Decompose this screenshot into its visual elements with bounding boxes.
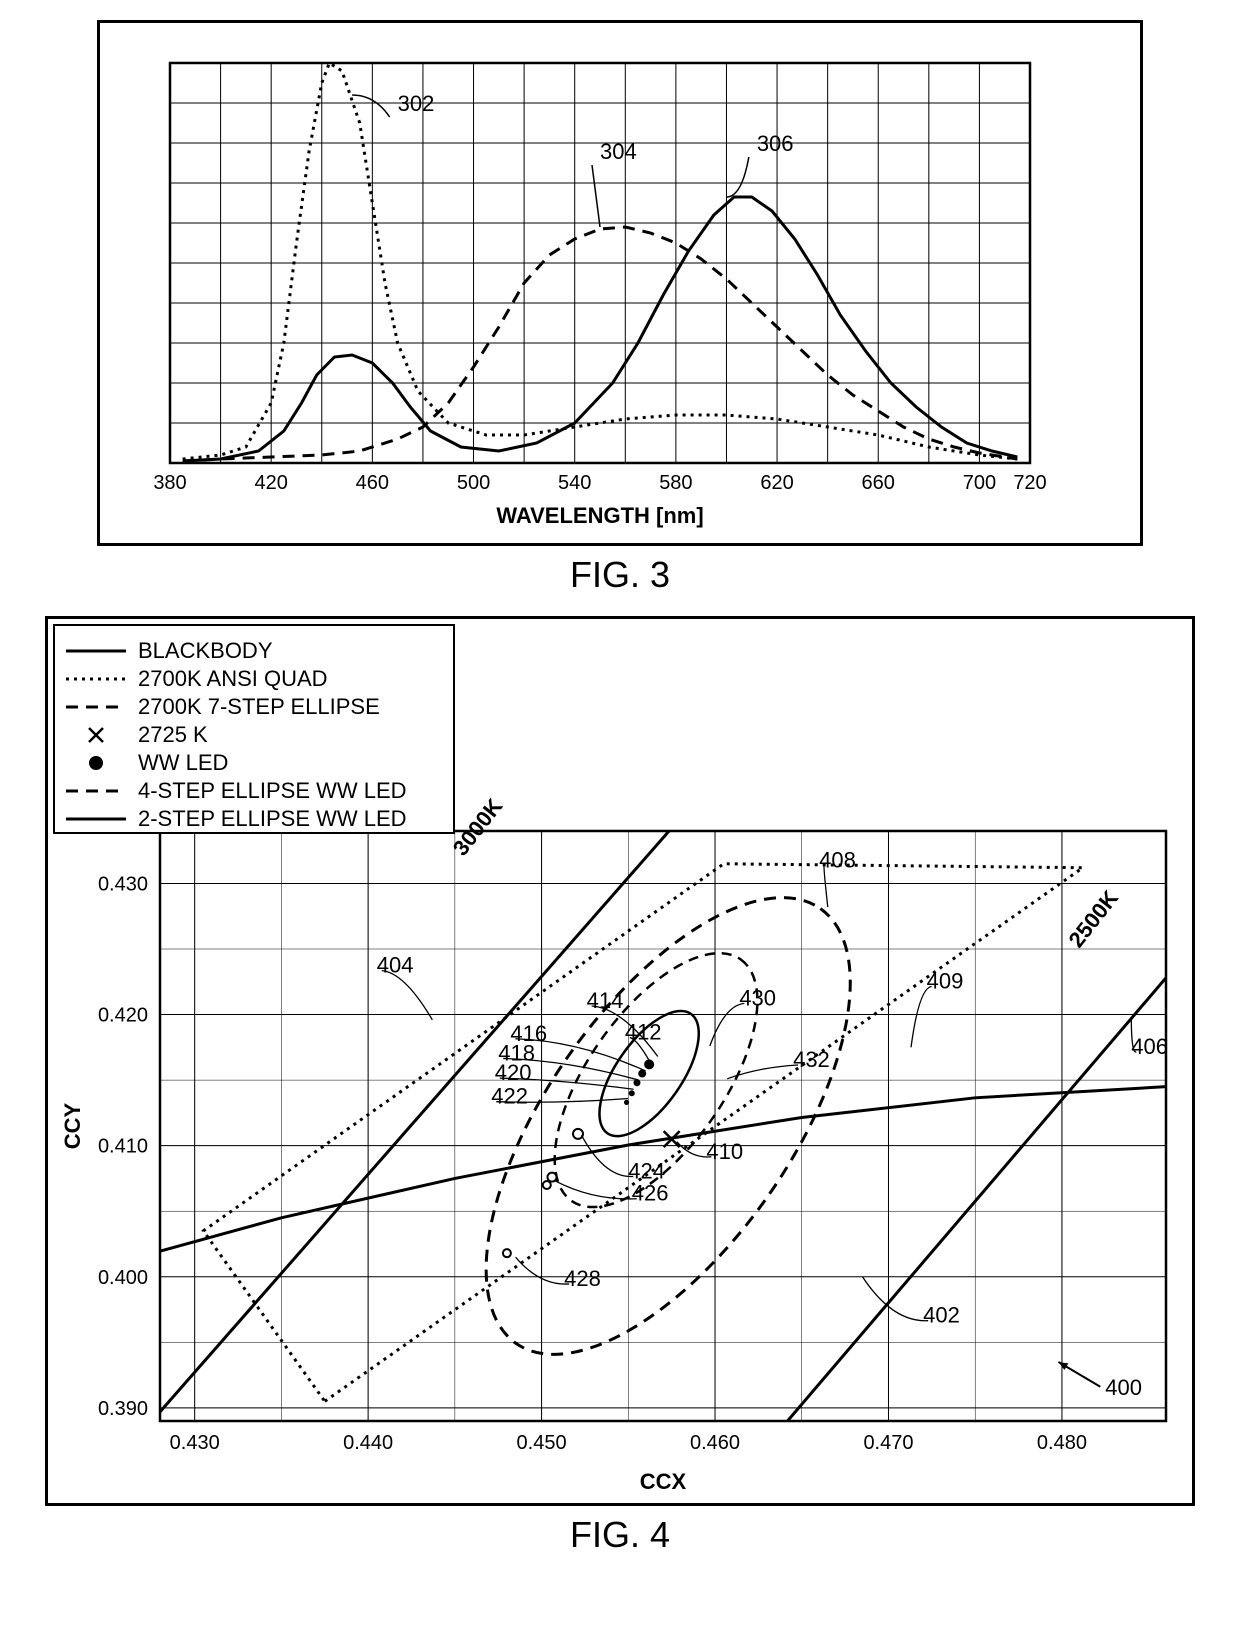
- svg-text:2700K ANSI QUAD: 2700K ANSI QUAD: [138, 666, 328, 691]
- svg-text:500: 500: [457, 472, 490, 494]
- svg-text:620: 620: [760, 472, 793, 494]
- svg-text:302: 302: [398, 91, 435, 116]
- svg-text:660: 660: [862, 472, 895, 494]
- svg-text:428: 428: [564, 1266, 601, 1291]
- svg-text:424: 424: [628, 1158, 665, 1183]
- svg-text:700: 700: [963, 472, 996, 494]
- svg-text:0.430: 0.430: [170, 1432, 220, 1454]
- fig3-svg: 380 420 460 500 540 580 620 660 700 720 WAVELENGTH…: [130, 53, 1050, 533]
- svg-text:CCY: CCY: [60, 1102, 85, 1149]
- svg-text:432: 432: [793, 1047, 830, 1072]
- svg-text:0.410: 0.410: [98, 1136, 148, 1158]
- svg-text:402: 402: [923, 1303, 960, 1328]
- svg-text:306: 306: [757, 131, 794, 156]
- svg-text:0.450: 0.450: [517, 1432, 567, 1454]
- svg-text:0.480: 0.480: [1037, 1432, 1087, 1454]
- svg-text:420: 420: [495, 1060, 532, 1085]
- svg-text:0.430: 0.430: [98, 873, 148, 895]
- svg-text:WAVELENGTH [nm]: WAVELENGTH [nm]: [496, 503, 703, 528]
- svg-text:BLACKBODY: BLACKBODY: [138, 638, 273, 663]
- svg-text:0.440: 0.440: [343, 1432, 393, 1454]
- fig3-title: FIG. 3: [20, 554, 1220, 596]
- svg-text:408: 408: [819, 848, 856, 873]
- svg-text:2700K 7-STEP ELLIPSE: 2700K 7-STEP ELLIPSE: [138, 694, 380, 719]
- svg-text:0.390: 0.390: [98, 1398, 148, 1420]
- svg-text:380: 380: [153, 472, 186, 494]
- svg-text:0.400: 0.400: [98, 1267, 148, 1289]
- svg-text:2-STEP ELLIPSE WW LED: 2-STEP ELLIPSE WW LED: [138, 806, 407, 831]
- svg-text:3000K: 3000K: [448, 794, 508, 861]
- svg-text:400: 400: [1105, 1375, 1142, 1400]
- svg-text:414: 414: [587, 988, 624, 1013]
- svg-text:2725 K: 2725 K: [138, 722, 208, 747]
- svg-text:422: 422: [491, 1084, 528, 1109]
- fig4-title: FIG. 4: [20, 1514, 1220, 1556]
- svg-text:4-STEP ELLIPSE WW LED: 4-STEP ELLIPSE WW LED: [138, 778, 407, 803]
- svg-text:404: 404: [377, 953, 414, 978]
- svg-text:0.460: 0.460: [690, 1432, 740, 1454]
- svg-text:426: 426: [632, 1181, 669, 1206]
- svg-text:2500K: 2500K: [1064, 886, 1124, 953]
- svg-text:430: 430: [739, 985, 776, 1010]
- svg-text:580: 580: [659, 472, 692, 494]
- svg-text:WW LED: WW LED: [138, 750, 228, 775]
- svg-text:540: 540: [558, 472, 591, 494]
- svg-text:304: 304: [600, 139, 637, 164]
- svg-text:0.420: 0.420: [98, 1005, 148, 1027]
- svg-text:420: 420: [254, 472, 287, 494]
- svg-text:0.470: 0.470: [863, 1432, 913, 1454]
- svg-text:412: 412: [625, 1019, 662, 1044]
- svg-text:460: 460: [356, 472, 389, 494]
- svg-text:720: 720: [1013, 472, 1046, 494]
- svg-text:CCX: CCX: [640, 1469, 687, 1494]
- svg-text:409: 409: [927, 968, 964, 993]
- fig3-container: 380 420 460 500 540 580 620 660 700 720 WAVELENGTH…: [97, 20, 1143, 546]
- svg-text:410: 410: [706, 1139, 743, 1164]
- svg-text:406: 406: [1131, 1034, 1168, 1059]
- fig4-svg: 0.430 0.440 0.450 0.460 0.470 0.480 0.390 0.400…: [50, 621, 1186, 1501]
- fig4-container: 0.430 0.440 0.450 0.460 0.470 0.480 0.390 0.400…: [45, 616, 1195, 1506]
